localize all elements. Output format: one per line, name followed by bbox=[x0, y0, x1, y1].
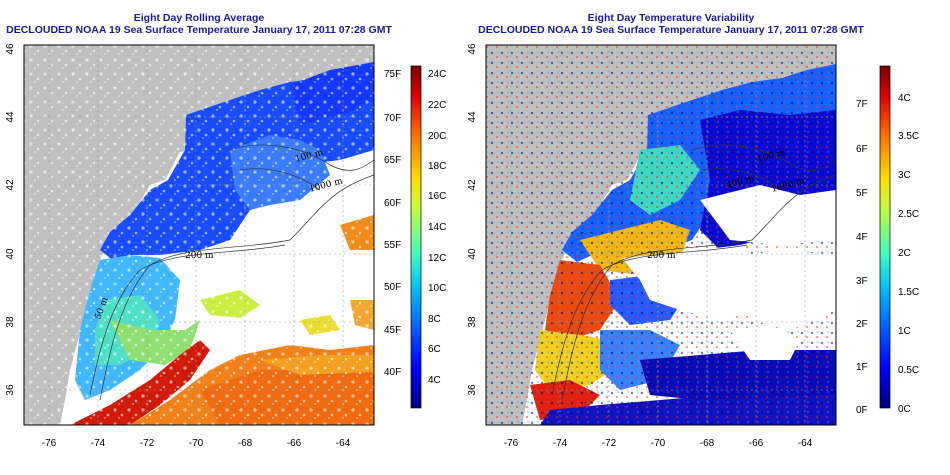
right-x-tick-label: -74 bbox=[553, 438, 568, 449]
right-colorbar-f-label: 1F bbox=[856, 362, 868, 373]
right-y-tick-label: 44 bbox=[467, 111, 478, 123]
left-colorbar-c-label: 12C bbox=[428, 253, 446, 264]
left-colorbar-f-label: 75F bbox=[384, 69, 401, 80]
left-y-tick-label: 38 bbox=[5, 316, 16, 328]
left-colorbar-c-label: 20C bbox=[428, 131, 446, 142]
right-x-tick-label: -70 bbox=[651, 438, 666, 449]
right-colorbar-c-label: 2.5C bbox=[898, 209, 919, 220]
right-x-tick-label: -72 bbox=[602, 438, 617, 449]
right-x-tick-label: -68 bbox=[700, 438, 715, 449]
left-y-tick-label: 42 bbox=[5, 179, 16, 191]
right-x-tick-label: -66 bbox=[749, 438, 764, 449]
left-y-tick-label: 40 bbox=[5, 248, 16, 260]
right-map-frame bbox=[485, 44, 837, 426]
left-colorbar-c-label: 18C bbox=[428, 161, 446, 172]
left-x-tick-label: -68 bbox=[238, 438, 253, 449]
left-colorbar: 75F 70F 65F 60F 55F 50F 45F 40F 24C 22C … bbox=[384, 65, 446, 409]
right-y-tick-label: 42 bbox=[467, 179, 478, 191]
left-colorbar-f-label: 70F bbox=[384, 113, 401, 124]
right-colorbar-c-label: 0C bbox=[898, 404, 911, 415]
left-y-tick-label: 46 bbox=[5, 43, 16, 55]
right-colorbar-c-label: 3.5C bbox=[898, 131, 919, 142]
right-map-subtitle: DECLOUDED NOAA 19 Sea Surface Temperatur… bbox=[478, 24, 864, 36]
left-colorbar-c-label: 4C bbox=[428, 375, 441, 386]
left-colorbar-f-label: 55F bbox=[384, 240, 401, 251]
right-y-tick-label: 38 bbox=[467, 316, 478, 328]
left-x-tick-label: -70 bbox=[189, 438, 204, 449]
left-colorbar-f-label: 60F bbox=[384, 198, 401, 209]
left-x-tick-label: -74 bbox=[91, 438, 106, 449]
right-colorbar-f-label: 0F bbox=[856, 405, 868, 416]
left-x-tick-label: -72 bbox=[140, 438, 155, 449]
left-y-axis: 36 38 40 42 44 46 bbox=[5, 43, 16, 396]
left-colorbar-f-label: 50F bbox=[384, 282, 401, 293]
left-colorbar-f-label: 40F bbox=[384, 367, 401, 378]
right-colorbar: 7F 6F 5F 4F 3F 2F 1F 0F 4C 3.5C 3C 2.5C … bbox=[856, 65, 919, 416]
right-x-tick-label: -76 bbox=[504, 438, 519, 449]
right-y-tick-label: 36 bbox=[467, 384, 478, 396]
left-x-tick-label: -64 bbox=[336, 438, 351, 449]
left-x-tick-label: -66 bbox=[287, 438, 302, 449]
left-y-tick-label: 36 bbox=[5, 384, 16, 396]
left-map-frame bbox=[23, 44, 375, 426]
right-colorbar-c-label: 1C bbox=[898, 326, 911, 337]
right-colorbar-f-label: 7F bbox=[856, 99, 868, 110]
left-map-subtitle: DECLOUDED NOAA 19 Sea Surface Temperatur… bbox=[6, 24, 392, 36]
right-map-title: Eight Day Temperature Variability bbox=[587, 12, 755, 24]
right-colorbar-c-label: 4C bbox=[898, 93, 911, 104]
left-y-tick-label: 44 bbox=[5, 111, 16, 123]
left-colorbar-c-label: 10C bbox=[428, 283, 446, 294]
right-contour-label-200m: 200 m bbox=[647, 251, 676, 261]
left-colorbar-c-label: 6C bbox=[428, 344, 441, 355]
right-y-tick-label: 46 bbox=[467, 43, 478, 55]
left-colorbar-f-label: 65F bbox=[384, 155, 401, 166]
right-y-tick-label: 40 bbox=[467, 248, 478, 260]
left-x-axis: -76 -74 -72 -70 -68 -66 -64 bbox=[42, 438, 351, 449]
left-map: 100 m 1000 m 200 m 50 m bbox=[24, 45, 374, 425]
left-colorbar-c-label: 14C bbox=[428, 222, 446, 233]
left-contour-label-200m: 200 m bbox=[185, 251, 214, 261]
left-map-title: Eight Day Rolling Average bbox=[133, 12, 265, 24]
right-colorbar-f-label: 4F bbox=[856, 232, 868, 243]
right-colorbar-c-label: 0.5C bbox=[898, 365, 919, 376]
right-y-axis: 36 38 40 42 44 46 bbox=[467, 43, 478, 396]
right-colorbar-c-label: 1.5C bbox=[898, 287, 919, 298]
right-map: 100 m 1000 m 400 m 200 m bbox=[486, 45, 836, 425]
left-x-tick-label: -76 bbox=[42, 438, 57, 449]
left-colorbar-c-label: 24C bbox=[428, 69, 446, 80]
left-colorbar-c-label: 22C bbox=[428, 100, 446, 111]
right-x-axis: -76 -74 -72 -70 -68 -66 -64 bbox=[504, 438, 813, 449]
left-colorbar-c-label: 8C bbox=[428, 314, 441, 325]
right-x-tick-label: -64 bbox=[798, 438, 813, 449]
left-colorbar-f-label: 45F bbox=[384, 325, 401, 336]
right-colorbar-c-label: 3C bbox=[898, 170, 911, 181]
right-colorbar-f-label: 5F bbox=[856, 188, 868, 199]
right-colorbar-f-label: 2F bbox=[856, 319, 868, 330]
right-colorbar-f-label: 3F bbox=[856, 276, 868, 287]
left-colorbar-c-label: 16C bbox=[428, 191, 446, 202]
right-colorbar-c-label: 2C bbox=[898, 248, 911, 259]
right-colorbar-f-label: 6F bbox=[856, 144, 868, 155]
